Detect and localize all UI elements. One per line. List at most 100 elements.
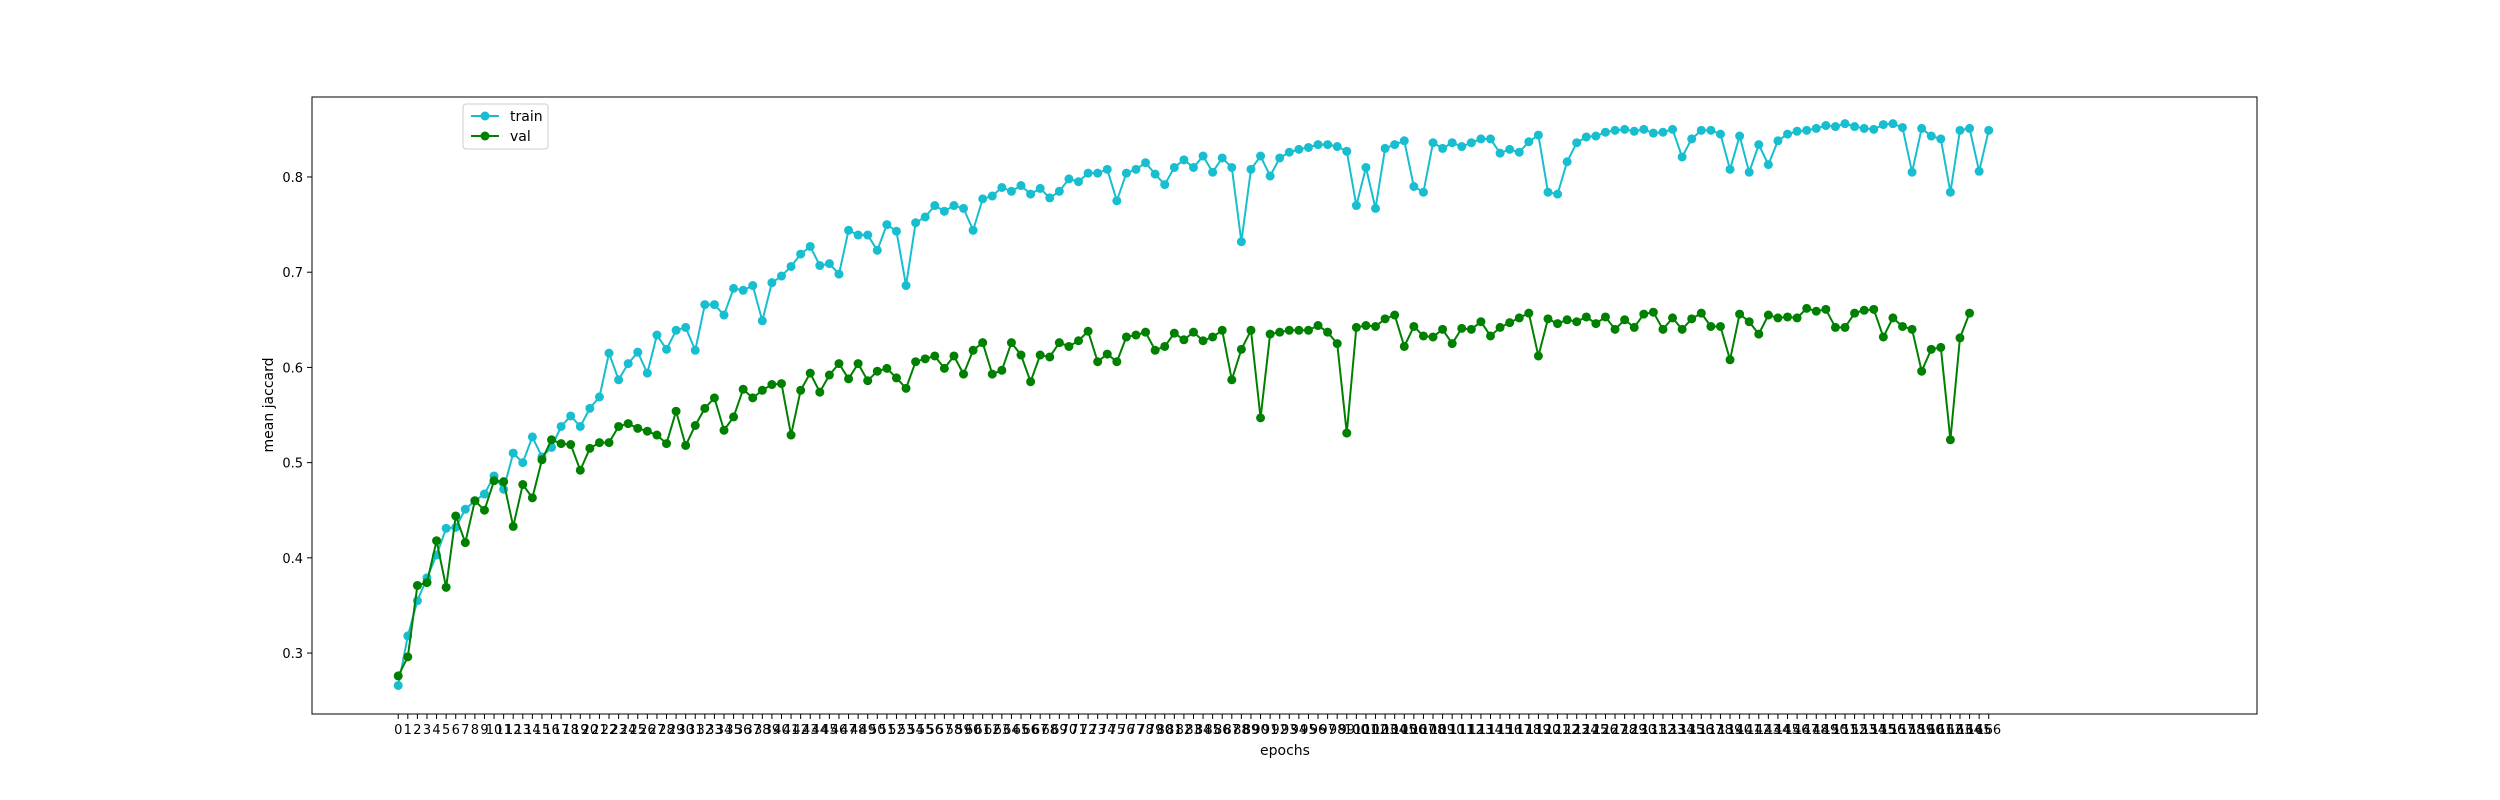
x-tick-label: 59 (955, 723, 972, 738)
data-point-val (853, 359, 863, 369)
x-tick-label: 43 (802, 723, 819, 738)
x-tick-label: 106 (1401, 723, 1426, 738)
x-tick-label: 11 (495, 723, 512, 738)
x-tick-label: 117 (1507, 723, 1532, 738)
data-point-val (1121, 332, 1131, 342)
data-point-train (1457, 142, 1467, 152)
data-point-val (1342, 428, 1352, 438)
data-point-train (1284, 147, 1294, 157)
x-tick-label: 88 (1233, 723, 1250, 738)
data-point-val (1763, 310, 1773, 320)
x-tick-label: 92 (1271, 723, 1288, 738)
data-point-val (1878, 332, 1888, 342)
x-tick-label: 28 (658, 723, 675, 738)
data-point-train (1926, 131, 1936, 141)
x-tick-label: 142 (1746, 723, 1771, 738)
x-tick-label: 16 (543, 723, 560, 738)
x-tick-label: 58 (946, 723, 963, 738)
x-tick-label: 135 (1679, 723, 1704, 738)
data-point-train (1303, 142, 1313, 152)
data-point-val (527, 493, 537, 503)
data-point-train (1600, 127, 1610, 137)
x-tick-label: 127 (1603, 723, 1628, 738)
data-point-train (901, 281, 911, 291)
x-tick-label: 1 (404, 723, 412, 738)
x-tick-label: 9 (480, 723, 488, 738)
data-point-val (786, 430, 796, 440)
x-tick-label: 46 (831, 723, 848, 738)
data-point-val (1581, 312, 1591, 322)
y-tick-label: 0.5 (282, 457, 303, 472)
x-tick-label: 93 (1281, 723, 1298, 738)
data-point-val (776, 379, 786, 389)
data-point-train (1514, 147, 1524, 157)
x-tick-label: 155 (1871, 723, 1896, 738)
data-point-val (1821, 304, 1831, 314)
legend: train val (462, 103, 549, 150)
data-point-val (738, 384, 748, 394)
x-tick-label: 74 (1099, 723, 1116, 738)
data-point-train (1629, 126, 1639, 136)
data-point-train (1428, 138, 1438, 148)
x-tick-label: 21 (591, 723, 608, 738)
x-tick-label: 30 (677, 723, 694, 738)
x-tick-label: 111 (1449, 723, 1474, 738)
data-point-train (920, 212, 930, 222)
x-tick-label: 109 (1430, 723, 1455, 738)
data-point-train (1093, 168, 1103, 178)
data-point-val (662, 439, 672, 449)
data-point-val (1926, 344, 1936, 354)
data-point-val (1907, 324, 1917, 334)
x-tick-label: 108 (1421, 723, 1446, 738)
x-tick-label: 4 (432, 723, 440, 738)
data-point-train (930, 201, 940, 211)
x-tick-label: 150 (1823, 723, 1848, 738)
data-point-train (1620, 124, 1630, 134)
x-tick-label: 75 (1109, 723, 1126, 738)
data-point-val (566, 440, 576, 450)
x-tick-label: 102 (1363, 723, 1388, 738)
data-point-val (1179, 335, 1189, 345)
x-tick-label: 84 (1195, 723, 1212, 738)
data-point-train (556, 421, 566, 431)
x-tick-label: 91 (1262, 723, 1279, 738)
data-point-val (1294, 325, 1304, 335)
data-point-train (1160, 180, 1170, 190)
data-point-val (1188, 327, 1198, 337)
x-tick-label: 49 (859, 723, 876, 738)
data-point-train (1706, 125, 1716, 135)
x-tick-label: 57 (936, 723, 953, 738)
x-tick-label: 77 (1128, 723, 1145, 738)
data-point-val (1965, 308, 1975, 318)
x-tick-label: 153 (1852, 723, 1877, 738)
data-point-val (1945, 435, 1955, 445)
data-point-train (585, 403, 595, 413)
x-tick-label: 61 (974, 723, 991, 738)
x-tick-label: 152 (1842, 723, 1867, 738)
x-tick-label: 60 (965, 723, 982, 738)
x-tick-label: 129 (1622, 723, 1647, 738)
data-point-val (1744, 317, 1754, 327)
x-tick-label: 71 (1070, 723, 1087, 738)
x-tick-label: 118 (1516, 723, 1541, 738)
data-point-val (1533, 351, 1543, 361)
data-point-val (1208, 332, 1218, 342)
data-point-val (422, 578, 432, 588)
data-point-train (939, 206, 949, 216)
data-point-val (978, 338, 988, 348)
data-point-val (1466, 324, 1476, 334)
data-point-val (499, 477, 509, 487)
data-point-val (1150, 345, 1160, 355)
data-point-val (1850, 308, 1860, 318)
data-point-train (1409, 182, 1419, 191)
data-point-val (1045, 352, 1055, 362)
x-tick-label: 123 (1564, 723, 1589, 738)
data-point-val (1438, 324, 1448, 334)
data-point-train (1294, 144, 1304, 154)
data-point-train (1198, 151, 1208, 161)
data-point-train (863, 230, 873, 240)
x-tick-label: 159 (1909, 723, 1934, 738)
x-tick-label: 137 (1698, 723, 1723, 738)
data-point-val (1888, 313, 1898, 323)
x-tick-label: 149 (1813, 723, 1838, 738)
